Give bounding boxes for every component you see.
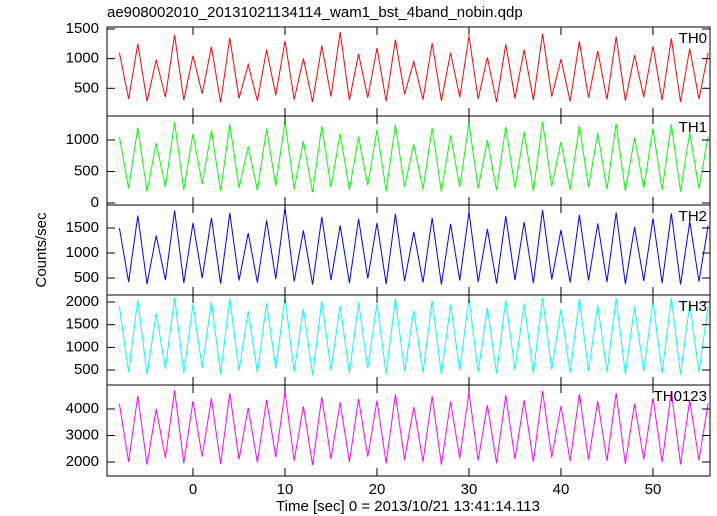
y-tick-label: 500 [74,269,99,286]
y-tick-label: 1000 [66,338,99,355]
panel-label: TH0 [679,30,707,47]
x-tick-label: 40 [553,481,570,498]
y-tick-label: 2000 [66,293,99,310]
panel-frame [106,26,711,117]
light-curve [118,31,709,103]
light-curve [118,390,709,466]
panel-label: TH2 [679,208,707,225]
x-axis-label: Time [sec] 0 = 2013/10/21 13:41:14.113 [276,498,540,515]
y-tick-label: 500 [74,162,99,179]
x-tick-label: 20 [369,481,386,498]
y-tick-label: 0 [91,194,99,211]
light-curve [118,297,709,376]
panel-label: TH3 [679,298,707,315]
y-tick-label: 1500 [66,219,99,236]
chart-title: ae908002010_20131021134114_wam1_bst_4ban… [107,4,523,21]
y-tick-label: 1000 [66,131,99,148]
y-axis-label: Counts/sec [33,212,50,288]
panel-label: TH1 [679,119,707,136]
y-tick-label: 1500 [66,20,99,37]
y-tick-label: 1000 [66,50,99,67]
y-tick-label: 1500 [66,316,99,333]
y-tick-label: 2000 [66,453,99,470]
x-tick-label: 50 [645,481,662,498]
y-tick-label: 1000 [66,244,99,261]
x-tick-label: 30 [461,481,478,498]
light-curve [118,121,709,193]
y-tick-label: 500 [74,79,99,96]
light-curve [118,207,709,285]
x-tick-label: 10 [277,481,294,498]
y-tick-label: 4000 [66,400,99,417]
panel-frame [106,294,711,386]
panel-frame [106,384,711,477]
y-tick-label: 3000 [66,426,99,443]
y-tick-label: 500 [74,361,99,378]
x-tick-label: 0 [189,481,197,498]
panel-label: TH0123 [654,388,707,405]
